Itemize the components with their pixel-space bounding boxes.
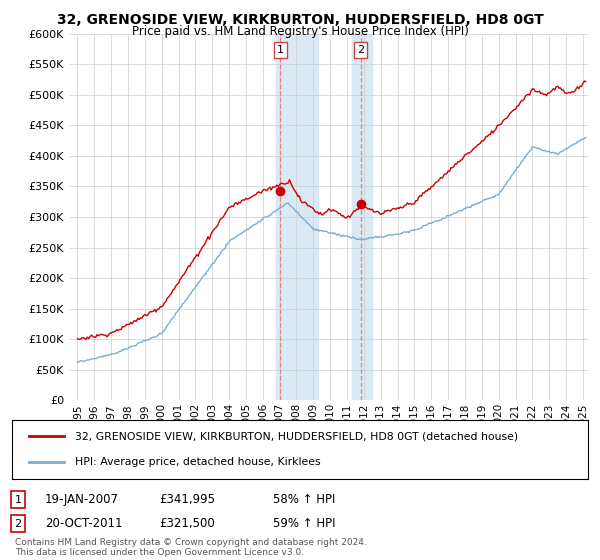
Text: 2: 2 <box>14 519 22 529</box>
Text: Price paid vs. HM Land Registry's House Price Index (HPI): Price paid vs. HM Land Registry's House … <box>131 25 469 38</box>
Text: 1: 1 <box>14 494 22 505</box>
Text: HPI: Average price, detached house, Kirklees: HPI: Average price, detached house, Kirk… <box>76 458 321 468</box>
Text: 59% ↑ HPI: 59% ↑ HPI <box>273 517 335 530</box>
Bar <box>352 34 373 400</box>
Text: 2: 2 <box>357 45 364 55</box>
Text: 1: 1 <box>277 45 284 55</box>
Text: £341,995: £341,995 <box>159 493 215 506</box>
Text: 32, GRENOSIDE VIEW, KIRKBURTON, HUDDERSFIELD, HD8 0GT (detached house): 32, GRENOSIDE VIEW, KIRKBURTON, HUDDERSF… <box>76 431 518 441</box>
Text: 32, GRENOSIDE VIEW, KIRKBURTON, HUDDERSFIELD, HD8 0GT: 32, GRENOSIDE VIEW, KIRKBURTON, HUDDERSF… <box>56 13 544 27</box>
Text: £321,500: £321,500 <box>159 517 215 530</box>
Text: 58% ↑ HPI: 58% ↑ HPI <box>273 493 335 506</box>
Text: 20-OCT-2011: 20-OCT-2011 <box>45 517 122 530</box>
Bar <box>276 34 319 400</box>
Text: Contains HM Land Registry data © Crown copyright and database right 2024.
This d: Contains HM Land Registry data © Crown c… <box>15 538 367 557</box>
Text: 19-JAN-2007: 19-JAN-2007 <box>45 493 119 506</box>
